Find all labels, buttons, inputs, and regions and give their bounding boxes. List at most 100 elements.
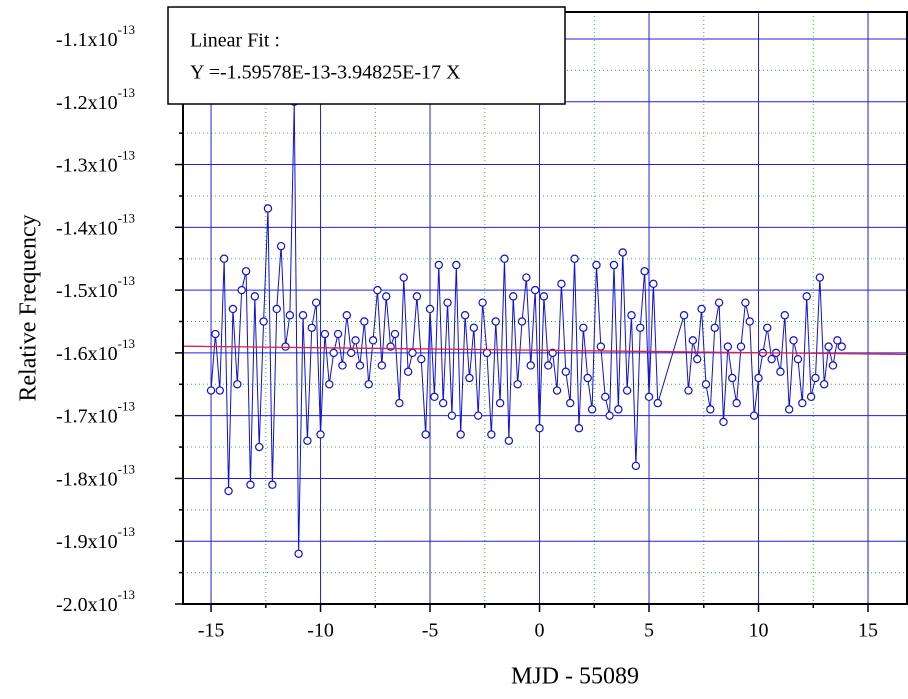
data-point [548, 348, 557, 358]
data-point [421, 430, 430, 439]
data-point [609, 260, 619, 270]
data-point [246, 480, 255, 489]
data-point [517, 317, 527, 326]
y-tick-mantissa: -1.1x10 [56, 29, 118, 51]
data-point [706, 405, 715, 414]
data-point [679, 311, 689, 320]
data-point [741, 298, 750, 307]
data-point [303, 436, 312, 445]
data-point [749, 411, 759, 420]
data-point [513, 380, 522, 389]
data-point [631, 461, 641, 471]
data-point [767, 354, 776, 364]
data-point [272, 304, 281, 314]
data-line [210, 101, 843, 554]
data-point [447, 411, 457, 420]
data-point [710, 323, 719, 332]
data-point [780, 311, 790, 320]
data-point [438, 398, 448, 408]
y-tick-label: -1.5x10-13 [56, 273, 135, 302]
data-point [311, 298, 321, 307]
data-point [491, 317, 500, 326]
data-point [403, 367, 413, 376]
x-tick-label: -5 [422, 620, 439, 642]
data-point [601, 392, 610, 402]
data-point [460, 311, 470, 320]
data-point [552, 386, 562, 395]
data-point [412, 292, 422, 301]
y-tick-mantissa: -1.9x10 [56, 531, 118, 553]
data-point [820, 380, 829, 389]
y-tick-mantissa: -1.5x10 [56, 280, 118, 302]
data-point [723, 342, 733, 351]
data-point [351, 336, 360, 345]
data-point [789, 336, 798, 345]
data-point [430, 392, 439, 402]
data-point [714, 298, 724, 307]
data-point [636, 323, 645, 332]
data-point [452, 260, 461, 270]
y-tick-mantissa: -2.0x10 [56, 594, 118, 616]
data-point [259, 317, 268, 326]
data-point [294, 549, 303, 558]
data-point [530, 285, 540, 295]
data-point [482, 348, 492, 358]
data-point [417, 354, 426, 364]
data-point [320, 329, 330, 339]
y-tick-exponent: -13 [118, 210, 135, 225]
data-point [622, 386, 632, 395]
data-point [618, 248, 627, 257]
data-point [298, 311, 308, 320]
data-point [342, 311, 352, 320]
data-point [285, 311, 295, 320]
data-point [561, 367, 571, 376]
data-point [219, 254, 229, 263]
data-point [802, 292, 811, 301]
data-point [754, 373, 763, 383]
data-point [364, 380, 373, 389]
data-point [776, 367, 785, 376]
y-tick-exponent: -13 [118, 85, 135, 100]
annotation-title: Linear Fit : [190, 30, 280, 52]
data-point [688, 336, 698, 345]
data-point [325, 380, 334, 389]
y-tick-label: -1.4x10-13 [56, 210, 135, 239]
data-point [763, 323, 772, 332]
data-point [504, 436, 514, 445]
data-point [500, 254, 509, 263]
x-tick-label: 15 [858, 620, 878, 642]
x-tick-label: 10 [749, 620, 769, 642]
data-point [583, 373, 592, 383]
y-tick-label: -1.1x10-13 [56, 22, 135, 51]
data-point [206, 386, 216, 395]
x-tick-label: -15 [198, 620, 225, 642]
data-point [736, 342, 746, 351]
data-point [495, 398, 505, 408]
data-point [465, 373, 474, 383]
data-point [605, 411, 614, 420]
data-point [627, 311, 636, 320]
data-point [833, 336, 842, 345]
y-tick-label: -1.7x10-13 [56, 399, 135, 428]
data-point [728, 373, 737, 383]
data-point [316, 430, 325, 439]
data-point [784, 405, 794, 414]
data-point [469, 323, 479, 332]
data-point [456, 430, 465, 439]
data-point [574, 424, 584, 433]
y-axis-label: Relative Frequency [16, 214, 42, 401]
y-tick-mantissa: -1.7x10 [56, 405, 118, 427]
x-tick-label: 5 [644, 620, 654, 642]
data-point [368, 336, 378, 345]
data-point [346, 348, 356, 358]
y-tick-exponent: -13 [118, 336, 135, 351]
y-tick-label: -1.2x10-13 [56, 85, 135, 114]
data-point [329, 348, 338, 358]
data-point [811, 373, 820, 383]
x-axis-label: MJD - 55089 [511, 664, 639, 690]
data-point [644, 392, 654, 402]
data-point [509, 292, 518, 301]
data-point [592, 260, 601, 270]
data-point [307, 323, 316, 332]
